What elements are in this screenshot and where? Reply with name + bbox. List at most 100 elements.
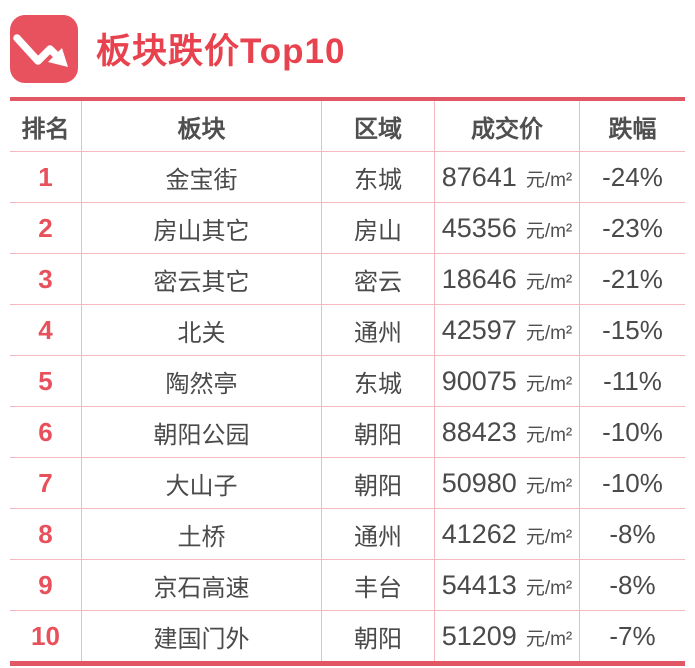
drop-cell: -7% <box>580 611 685 661</box>
table-row: 1 金宝街 东城 87641 元/m² -24% <box>10 152 685 202</box>
region-cell: 通州 <box>322 509 435 559</box>
rank-cell: 9 <box>10 560 82 610</box>
price-value: 18646 <box>441 263 517 294</box>
block-cell: 陶然亭 <box>82 356 322 406</box>
block-cell: 金宝街 <box>82 152 322 202</box>
region-cell: 朝阳 <box>322 611 435 661</box>
price-unit: 元/m² <box>525 323 573 344</box>
price-unit: 元/m² <box>525 629 573 650</box>
region-name: 丰台 <box>354 574 402 602</box>
region-name: 东城 <box>354 166 402 194</box>
region-cell: 东城 <box>322 152 435 202</box>
price-unit: 元/m² <box>525 272 573 293</box>
block-name: 陶然亭 <box>165 370 238 398</box>
price-unit: 元/m² <box>525 170 573 191</box>
price-value: 54413 <box>441 569 517 600</box>
block-name: 土桥 <box>177 523 226 551</box>
table-row: 2 房山其它 房山 45356 元/m² -23% <box>10 202 685 253</box>
table-row: 10 建国门外 朝阳 51209 元/m² -7% <box>10 610 685 661</box>
price-unit: 元/m² <box>525 425 573 446</box>
block-cell: 京石高速 <box>82 560 322 610</box>
rank-value: 10 <box>31 620 60 651</box>
price-value: 87641 <box>441 161 517 192</box>
price-value: 42597 <box>441 314 517 345</box>
block-cell: 北关 <box>82 305 322 355</box>
block-name: 房山其它 <box>153 217 250 245</box>
price-unit: 元/m² <box>525 578 573 599</box>
block-cell: 房山其它 <box>82 203 322 253</box>
drop-value: -24% <box>602 161 663 192</box>
price-cell: 54413 元/m² <box>435 560 580 610</box>
rank-value: 8 <box>38 518 53 549</box>
rank-cell: 10 <box>10 611 82 661</box>
drop-cell: -11% <box>580 356 685 406</box>
region-cell: 朝阳 <box>322 458 435 508</box>
table-header-row: 排名 板块 区域 成交价 跌幅 <box>10 101 685 152</box>
drop-cell: -8% <box>580 560 685 610</box>
price-cell: 42597 元/m² <box>435 305 580 355</box>
region-name: 通州 <box>354 319 402 347</box>
region-name: 朝阳 <box>354 472 402 500</box>
region-cell: 房山 <box>322 203 435 253</box>
table-row: 8 土桥 通州 41262 元/m² -8% <box>10 508 685 559</box>
region-cell: 密云 <box>322 254 435 304</box>
table-row: 7 大山子 朝阳 50980 元/m² -10% <box>10 457 685 508</box>
trend-down-icon <box>10 14 78 83</box>
region-cell: 朝阳 <box>322 407 435 457</box>
rank-value: 1 <box>38 161 53 192</box>
block-name: 金宝街 <box>165 166 238 194</box>
price-value: 51209 <box>441 620 517 651</box>
drop-cell: -23% <box>580 203 685 253</box>
table-row: 9 京石高速 丰台 54413 元/m² -8% <box>10 559 685 610</box>
rank-value: 6 <box>38 416 53 447</box>
price-value: 50980 <box>441 467 517 498</box>
drop-value: -23% <box>602 212 663 243</box>
block-name: 密云其它 <box>153 268 250 296</box>
region-name: 通州 <box>354 523 402 551</box>
price-value: 90075 <box>441 365 517 396</box>
drop-value: -7% <box>609 620 656 651</box>
column-header-drop: 跌幅 <box>608 115 657 143</box>
drop-value: -8% <box>609 518 656 549</box>
rank-cell: 3 <box>10 254 82 304</box>
table-row: 6 朝阳公园 朝阳 88423 元/m² -10% <box>10 406 685 457</box>
rank-cell: 4 <box>10 305 82 355</box>
rank-value: 9 <box>38 569 53 600</box>
drop-cell: -15% <box>580 305 685 355</box>
rank-value: 7 <box>38 467 53 498</box>
region-name: 房山 <box>354 217 402 245</box>
region-cell: 东城 <box>322 356 435 406</box>
price-unit: 元/m² <box>525 374 573 395</box>
rank-cell: 2 <box>10 203 82 253</box>
drop-cell: -8% <box>580 509 685 559</box>
block-name: 建国门外 <box>153 625 250 653</box>
ranking-table: 排名 板块 区域 成交价 跌幅 1 金宝街 东城 87641 元/m² -24%… <box>10 97 685 666</box>
price-cell: 41262 元/m² <box>435 509 580 559</box>
drop-cell: -10% <box>580 407 685 457</box>
drop-value: -10% <box>602 416 663 447</box>
table-row: 4 北关 通州 42597 元/m² -15% <box>10 304 685 355</box>
region-name: 朝阳 <box>354 625 402 653</box>
block-cell: 建国门外 <box>82 611 322 661</box>
rank-cell: 6 <box>10 407 82 457</box>
drop-value: -8% <box>609 569 656 600</box>
rank-value: 5 <box>38 365 53 396</box>
rank-cell: 7 <box>10 458 82 508</box>
drop-value: -10% <box>602 467 663 498</box>
drop-value: -21% <box>602 263 663 294</box>
price-unit: 元/m² <box>525 476 573 497</box>
price-cell: 87641 元/m² <box>435 152 580 202</box>
rank-value: 3 <box>38 263 53 294</box>
block-name: 朝阳公园 <box>153 421 250 449</box>
price-cell: 18646 元/m² <box>435 254 580 304</box>
block-name: 京石高速 <box>153 574 250 602</box>
page-title: 板块跌价Top10 <box>96 32 346 71</box>
price-cell: 45356 元/m² <box>435 203 580 253</box>
column-header-price: 成交价 <box>435 101 580 151</box>
rank-cell: 5 <box>10 356 82 406</box>
price-cell: 90075 元/m² <box>435 356 580 406</box>
block-cell: 土桥 <box>82 509 322 559</box>
price-value: 41262 <box>441 518 517 549</box>
price-cell: 51209 元/m² <box>435 611 580 661</box>
drop-cell: -10% <box>580 458 685 508</box>
